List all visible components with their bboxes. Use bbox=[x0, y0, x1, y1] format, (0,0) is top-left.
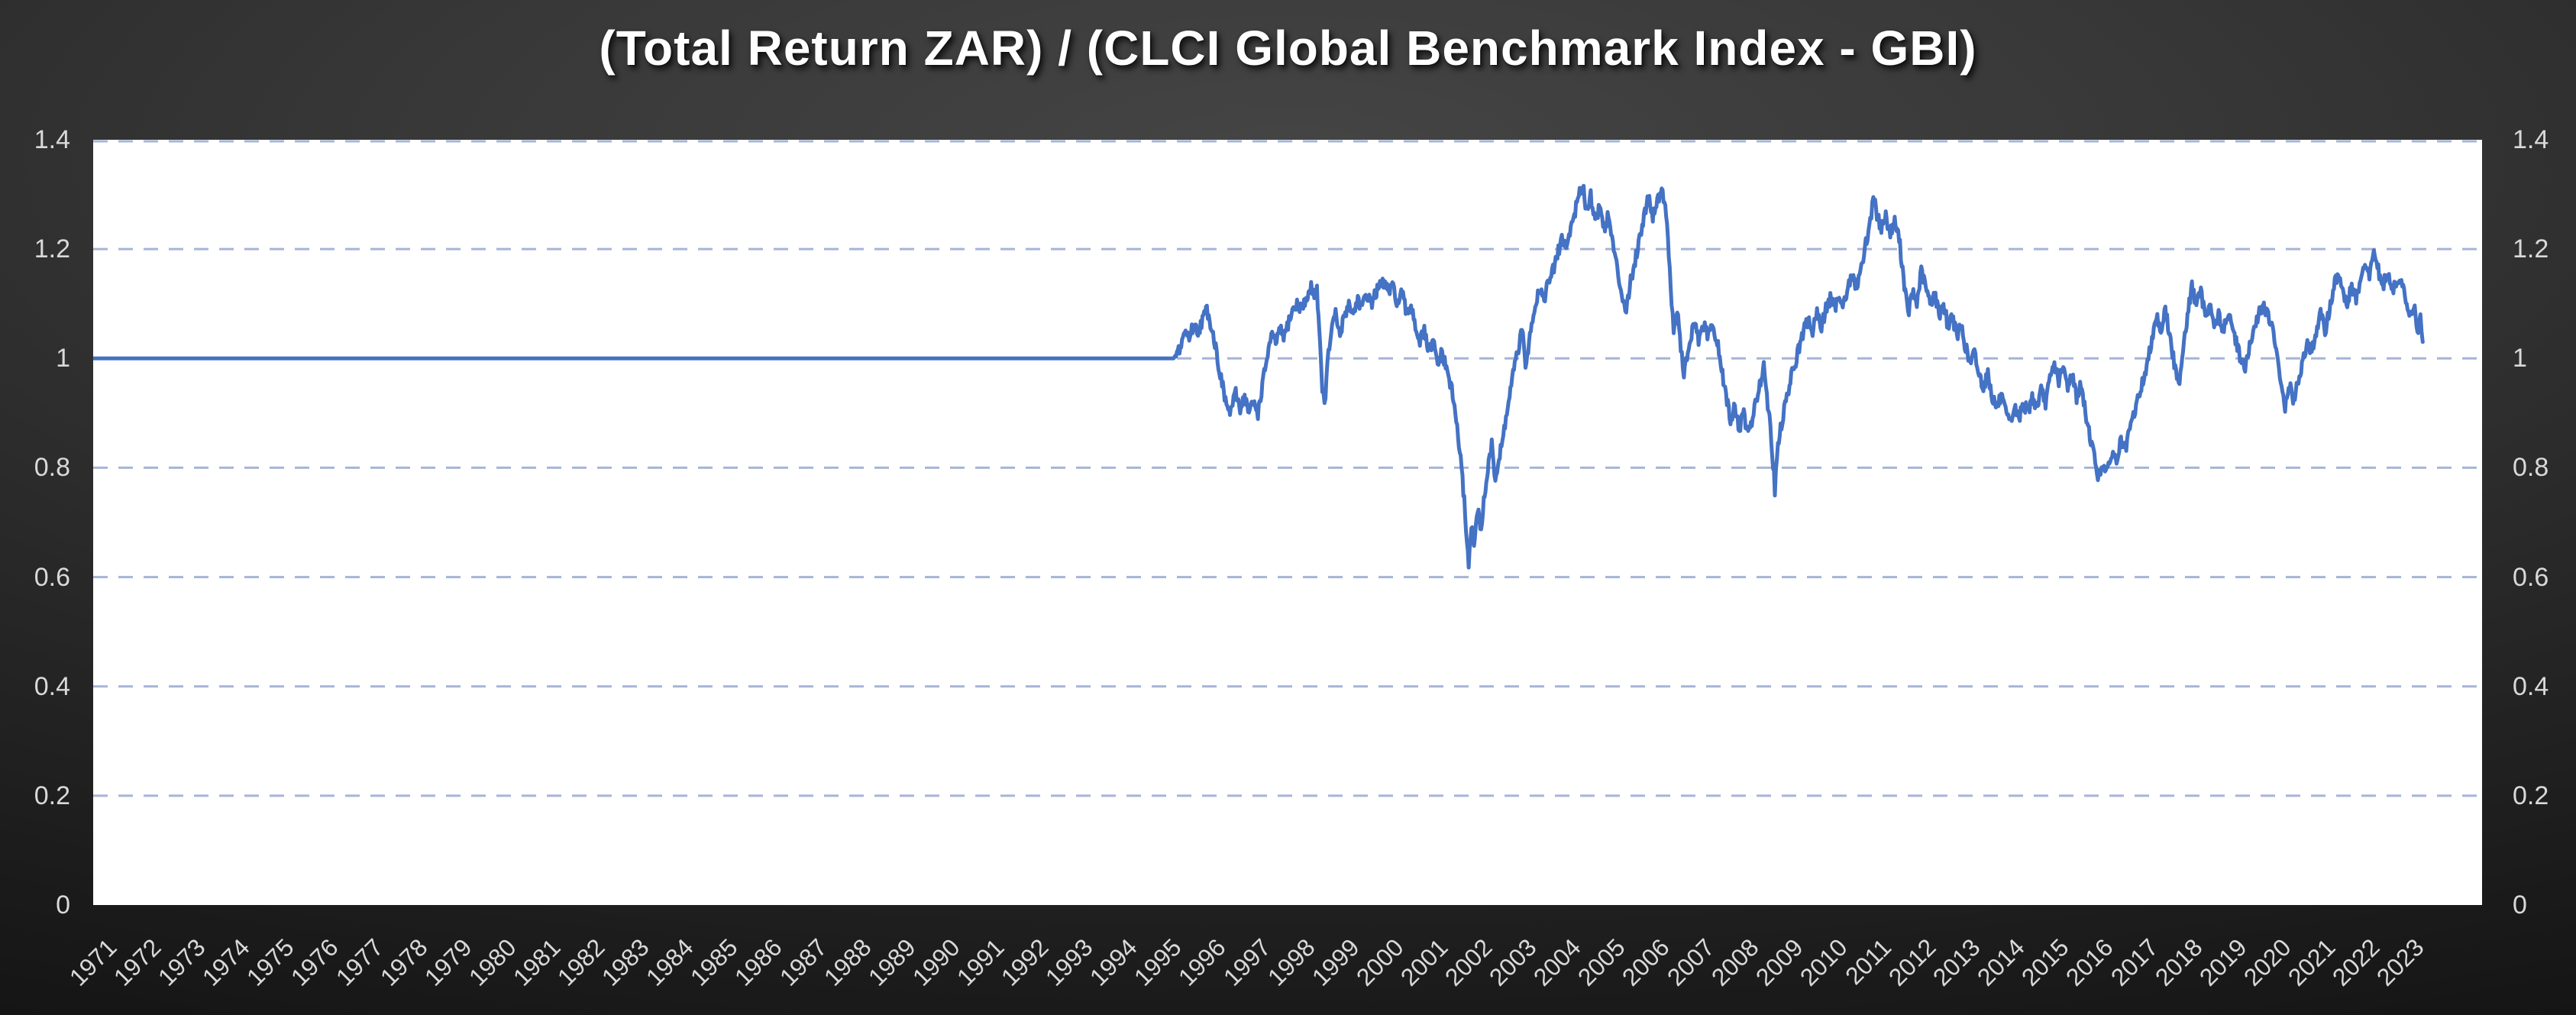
y-axis-label: 0.2 bbox=[34, 781, 70, 810]
x-axis-label: 1997 bbox=[1217, 933, 1276, 991]
x-axis-label: 1980 bbox=[463, 933, 522, 991]
x-axis-label: 1999 bbox=[1306, 933, 1365, 991]
y-axis-label: 1 bbox=[2513, 344, 2527, 373]
x-axis-label: 2012 bbox=[1883, 933, 1941, 991]
x-axis-label: 2002 bbox=[1439, 933, 1498, 991]
y-axis-label: 0.2 bbox=[2513, 781, 2549, 810]
x-axis-label: 1975 bbox=[241, 933, 299, 991]
chart-title: (Total Return ZAR) / (CLCI Global Benchm… bbox=[599, 21, 1977, 76]
y-axis-label: 0.8 bbox=[2513, 453, 2549, 482]
x-axis-label: 2015 bbox=[2015, 933, 2074, 991]
x-axis-label: 1989 bbox=[862, 933, 921, 991]
x-axis-label: 1985 bbox=[684, 933, 743, 991]
x-axis-label: 1974 bbox=[196, 933, 255, 991]
x-axis-label: 2017 bbox=[2105, 933, 2164, 991]
y-axis-label: 0.4 bbox=[34, 672, 70, 701]
x-axis-label: 1994 bbox=[1084, 933, 1143, 991]
x-axis-label: 2019 bbox=[2193, 933, 2252, 991]
y-axis-label: 1.2 bbox=[34, 234, 70, 263]
x-axis-label: 2005 bbox=[1572, 933, 1631, 991]
x-axis-label: 2008 bbox=[1705, 933, 1764, 991]
x-axis-label: 1976 bbox=[285, 933, 344, 991]
x-axis-label: 2020 bbox=[2238, 933, 2296, 991]
y-axis-label: 1.4 bbox=[2513, 125, 2549, 154]
x-axis-label: 1988 bbox=[818, 933, 877, 991]
x-axis-label: 2021 bbox=[2282, 933, 2341, 991]
x-axis-label: 2014 bbox=[1971, 933, 2030, 991]
x-axis-label: 1995 bbox=[1128, 933, 1187, 991]
y-axis-label: 1 bbox=[56, 344, 70, 373]
y-axis-label: 0 bbox=[56, 891, 70, 920]
x-axis-label: 2018 bbox=[2149, 933, 2208, 991]
x-axis-label: 1987 bbox=[774, 933, 832, 991]
y-axis-label: 0.6 bbox=[2513, 563, 2549, 592]
x-axis-label: 1977 bbox=[330, 933, 389, 991]
x-axis-label: 1990 bbox=[907, 933, 965, 991]
x-axis-label: 2023 bbox=[2371, 933, 2429, 991]
y-axis-label: 0.8 bbox=[34, 453, 70, 482]
x-axis-label: 2007 bbox=[1661, 933, 1720, 991]
x-axis-label: 1993 bbox=[1039, 933, 1098, 991]
x-axis-label: 1998 bbox=[1262, 933, 1320, 991]
x-axis-label: 1983 bbox=[596, 933, 655, 991]
x-axis-label: 2000 bbox=[1350, 933, 1409, 991]
x-axis-label: 1992 bbox=[995, 933, 1054, 991]
y-axis-label: 0 bbox=[2513, 891, 2527, 920]
x-axis-label: 2003 bbox=[1483, 933, 1542, 991]
x-axis-label: 1991 bbox=[951, 933, 1010, 991]
x-axis-label: 2004 bbox=[1527, 933, 1586, 991]
data-line bbox=[93, 183, 2425, 570]
line-chart-svg bbox=[93, 140, 2482, 797]
x-axis-label: 2016 bbox=[2060, 933, 2119, 991]
x-axis-label: 1981 bbox=[507, 933, 566, 991]
x-axis-label: 1982 bbox=[551, 933, 610, 991]
x-axis-label: 2011 bbox=[1840, 933, 1897, 991]
plot-area bbox=[93, 140, 2482, 905]
x-axis-label: 1972 bbox=[108, 933, 166, 991]
x-axis-label: 2010 bbox=[1794, 933, 1853, 991]
y-axis-label: 1.2 bbox=[2513, 234, 2549, 263]
x-axis-label: 2006 bbox=[1616, 933, 1675, 991]
x-axis-label: 2001 bbox=[1395, 933, 1453, 991]
y-axis-label: 1.4 bbox=[34, 125, 70, 154]
x-axis-label: 1984 bbox=[640, 933, 699, 991]
y-axis-label: 0.4 bbox=[2513, 672, 2549, 701]
x-axis-label: 1996 bbox=[1172, 933, 1231, 991]
x-axis-label: 1973 bbox=[152, 933, 211, 991]
y-axis-label: 0.6 bbox=[34, 563, 70, 592]
x-axis-label: 1979 bbox=[419, 933, 477, 991]
x-axis-label: 1986 bbox=[729, 933, 787, 991]
x-axis-label: 2013 bbox=[1927, 933, 1986, 991]
x-axis-label: 2022 bbox=[2326, 933, 2385, 991]
x-axis-label: 1971 bbox=[63, 933, 122, 991]
x-axis-label: 2009 bbox=[1750, 933, 1808, 991]
x-axis-label: 1978 bbox=[374, 933, 433, 991]
